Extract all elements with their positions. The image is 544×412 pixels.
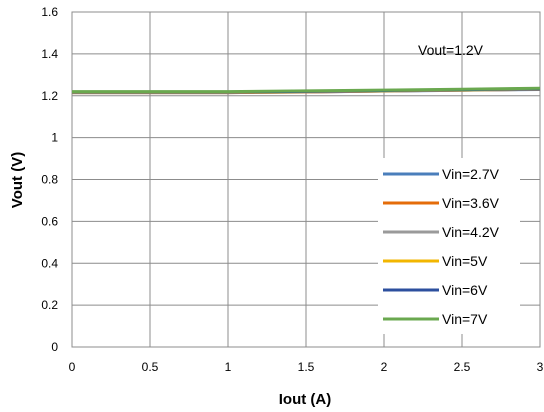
legend-label: Vin=5V (442, 253, 488, 269)
x-tick-label: 0.5 (142, 360, 159, 374)
x-tick-label: 1 (225, 360, 232, 374)
legend: Vin=2.7V Vin=3.6V Vin=4.2V Vin=5V Vin=6V Vin=… (378, 158, 520, 334)
y-tick-label: 1 (51, 131, 58, 145)
legend-label: Vin=4.2V (442, 224, 500, 240)
plot-area-border (71, 11, 541, 348)
series-line (72, 86, 541, 94)
y-tick-label: 1.2 (41, 89, 58, 103)
legend-label: Vin=2.7V (442, 166, 500, 182)
series-lines (72, 86, 541, 95)
x-tick-label: 0 (69, 360, 76, 374)
x-tick-label: 2 (381, 360, 388, 374)
y-tick-label: 0.4 (41, 256, 58, 270)
y-axis-label: Vout (V) (9, 152, 26, 208)
y-tick-label: 1.4 (41, 47, 58, 61)
legend-label: Vin=6V (442, 282, 488, 298)
y-tick-label: 0.2 (41, 298, 58, 312)
legend-label: Vin=3.6V (442, 195, 500, 211)
y-tick-label: 0 (51, 340, 58, 354)
x-tick-label: 2.5 (454, 360, 471, 374)
x-tick-label: 3 (537, 360, 544, 374)
y-tick-label: 0.8 (41, 173, 58, 187)
legend-box (378, 158, 520, 334)
x-axis-label: Iout (A) (279, 391, 331, 408)
y-tick-label: 1.6 (41, 5, 58, 19)
annotation-text: Vout=1.2V (418, 42, 484, 58)
y-tick-label: 0.6 (41, 214, 58, 228)
legend-label: Vin=7V (442, 311, 488, 327)
tick-labels: 0 0.2 0.4 0.6 0.8 1 1.2 1.4 1.6 0 0.5 1 1.5 2 2.5 3 (41, 5, 543, 374)
x-tick-label: 1.5 (298, 360, 315, 374)
